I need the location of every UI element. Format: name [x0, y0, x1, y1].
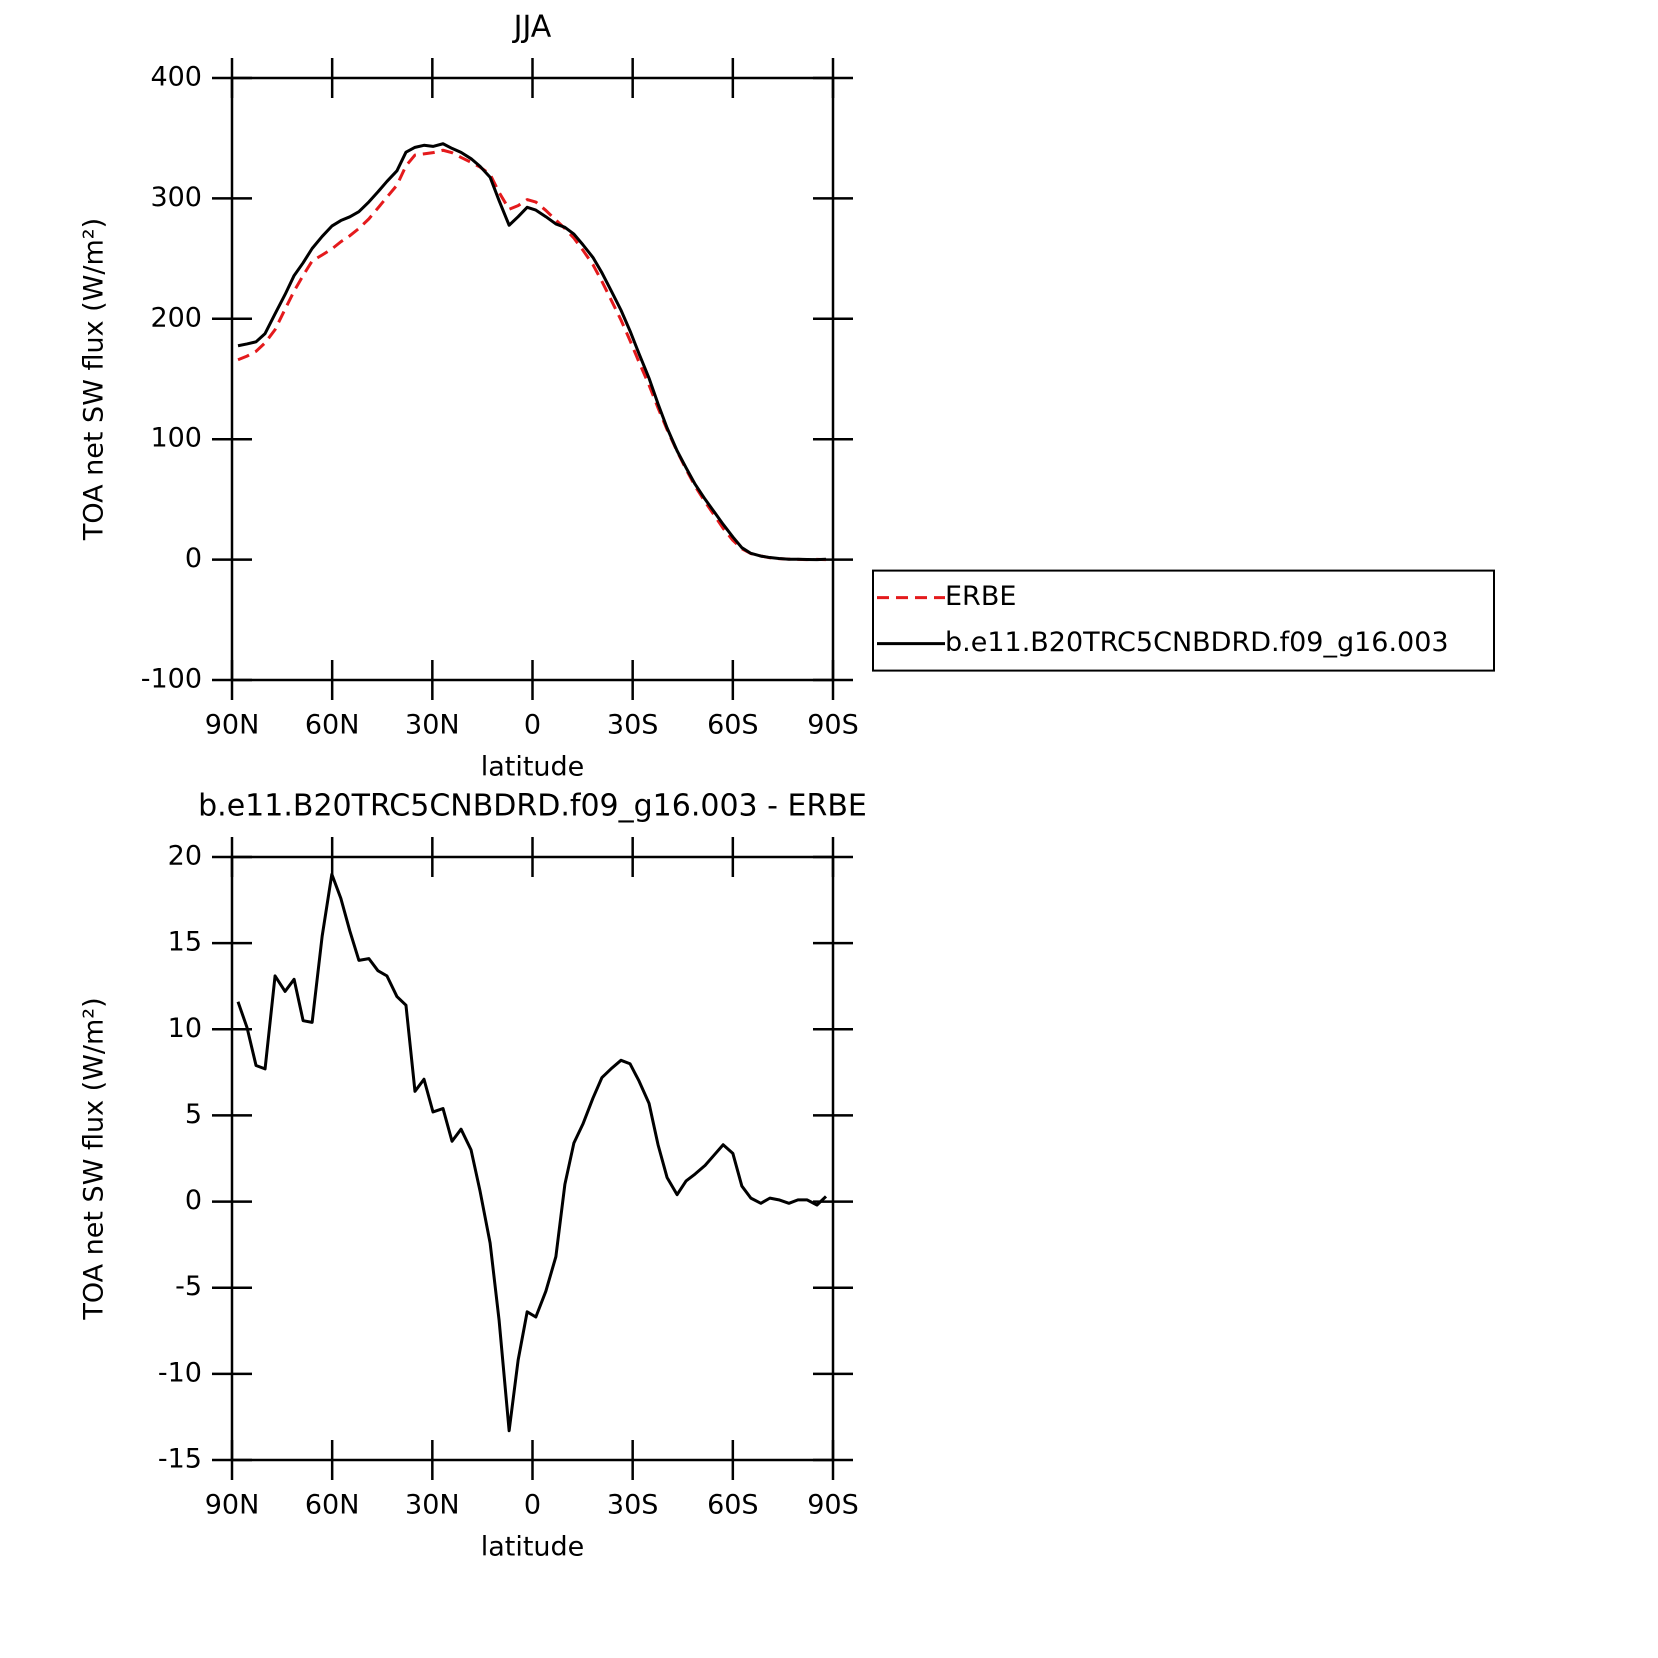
y-tick-label: -100	[141, 664, 202, 695]
plot-frame	[230, 855, 835, 1462]
x-tick-label: 30S	[607, 1490, 659, 1521]
y-tick-label: 0	[185, 1185, 202, 1216]
x-axis-label: latitude	[481, 1532, 585, 1563]
x-tick-label: 90S	[807, 710, 859, 741]
x-tick-label: 30N	[405, 1490, 460, 1521]
y-axis-label: TOA net SW flux (W/m²)	[79, 997, 110, 1320]
x-tick-label: 90N	[205, 1490, 260, 1521]
y-tick-label: 300	[150, 182, 202, 213]
x-tick-label: 90N	[205, 710, 260, 741]
legend-label: ERBE	[945, 581, 1016, 612]
y-tick-label: 0	[185, 543, 202, 574]
plot-frame	[230, 76, 835, 682]
y-axis-label: TOA net SW flux (W/m²)	[79, 218, 110, 541]
chart-title: JJA	[512, 10, 552, 45]
x-tick-label: 60N	[305, 1490, 360, 1521]
y-tick-label: 10	[168, 1013, 202, 1044]
x-tick-label: 30N	[405, 710, 460, 741]
data-line	[237, 142, 827, 562]
y-tick-label: 100	[150, 423, 202, 454]
x-tick-label: 60N	[305, 710, 360, 741]
y-tick-label: -10	[158, 1357, 202, 1388]
x-tick-label: 0	[524, 710, 541, 741]
y-tick-label: 400	[150, 62, 202, 93]
chart-title: b.e11.B20TRC5CNBDRD.f09_g16.003 - ERBE	[198, 789, 867, 824]
x-tick-label: 60S	[707, 1490, 759, 1521]
y-tick-label: -5	[175, 1271, 202, 1302]
y-tick-label: 5	[185, 1099, 202, 1130]
y-tick-label: -15	[158, 1444, 202, 1475]
x-tick-label: 0	[524, 1490, 541, 1521]
y-tick-label: 15	[168, 927, 202, 958]
data-line	[236, 872, 828, 1433]
legend-label: b.e11.B20TRC5CNBDRD.f09_g16.003	[945, 627, 1449, 658]
legend-box	[872, 569, 1495, 672]
data-line	[237, 148, 827, 562]
y-tick-label: 20	[168, 841, 202, 872]
x-tick-label: 90S	[807, 1490, 859, 1521]
x-tick-label: 30S	[607, 710, 659, 741]
y-tick-label: 200	[150, 302, 202, 333]
x-tick-label: 60S	[707, 710, 759, 741]
x-axis-label: latitude	[481, 752, 585, 783]
